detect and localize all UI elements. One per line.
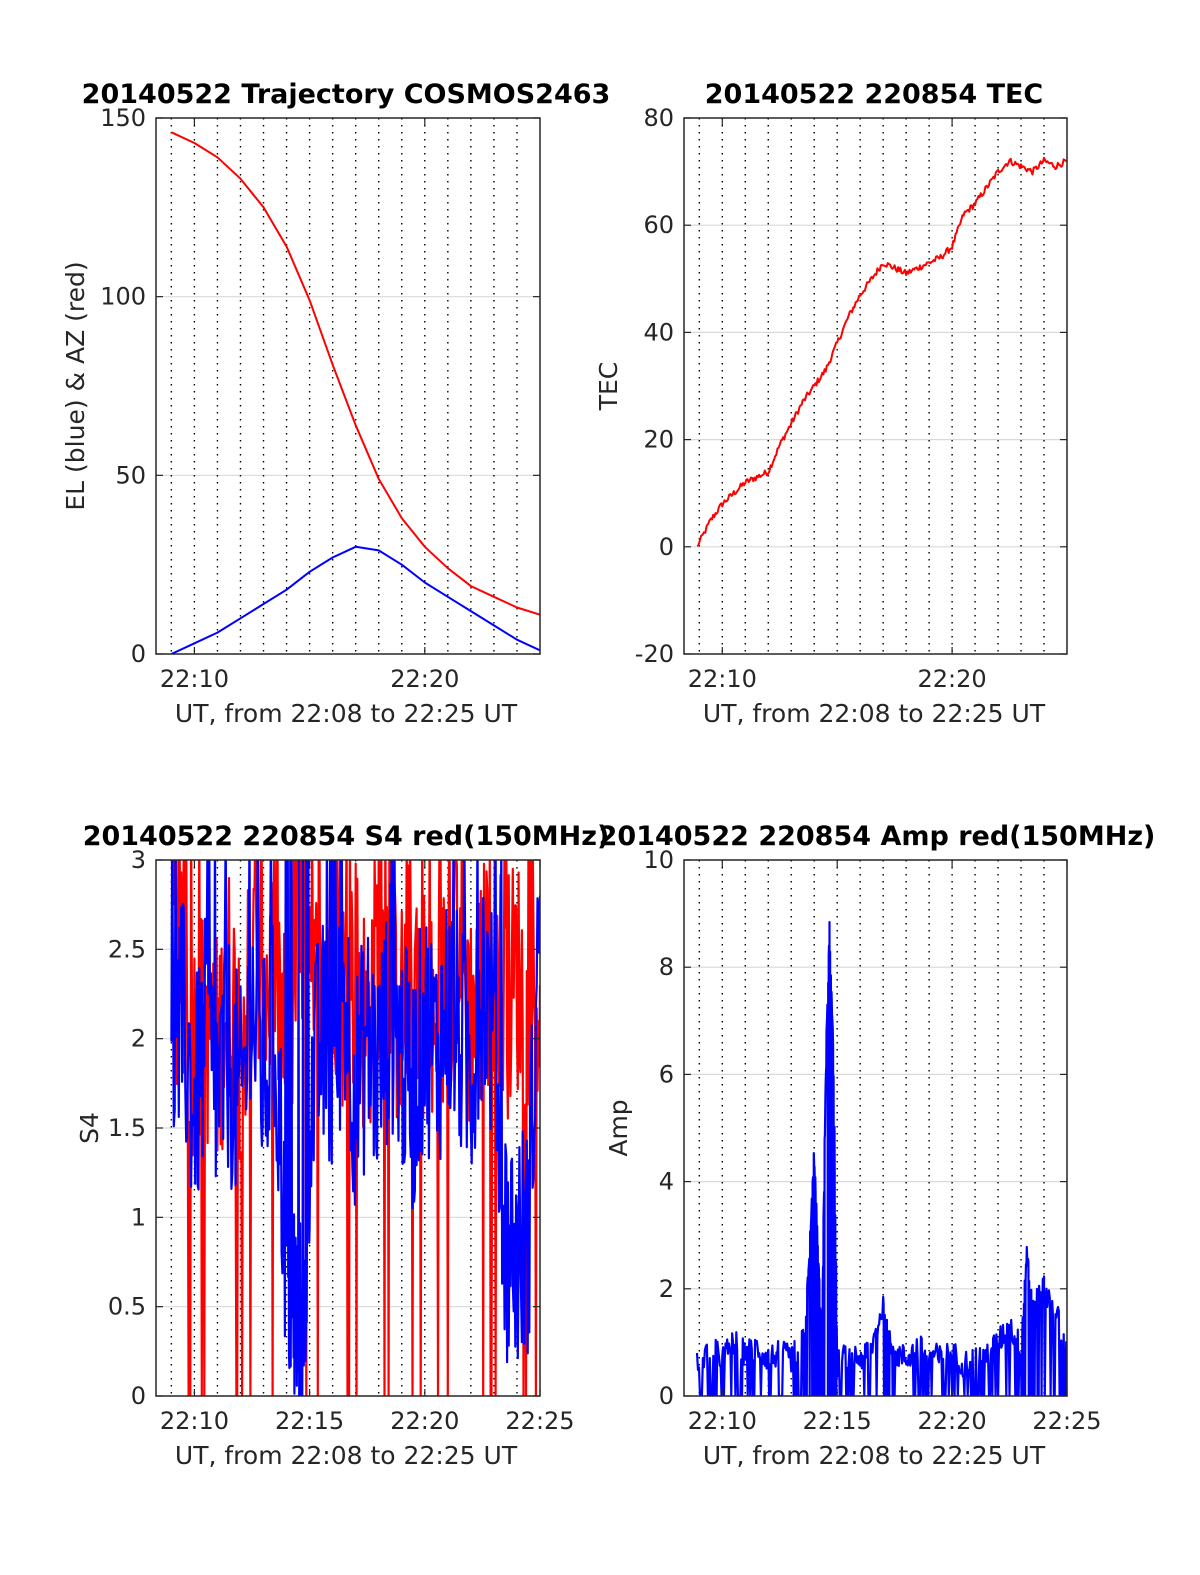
panel-tec-xlabel: UT, from 22:08 to 22:25 UT — [703, 699, 1046, 728]
x-tick-label: 22:10 — [160, 665, 229, 693]
series-line-trajectory-0 — [170, 131, 540, 616]
series-line-trajectory-1 — [170, 545, 540, 654]
axes-box — [155, 117, 541, 655]
panel-tec-ylabel: TEC — [594, 362, 623, 412]
series-line-tec-0 — [696, 156, 1067, 547]
y-tick-label: 4 — [659, 1168, 674, 1196]
axes-box — [683, 859, 1068, 1397]
y-tick-label: 0.5 — [108, 1293, 146, 1321]
series-line-s4-1 — [170, 860, 540, 1396]
y-tick-label: 50 — [115, 461, 146, 489]
series-group-trajectory — [170, 131, 540, 654]
x-tick-label: 22:20 — [390, 665, 459, 693]
y-tick-label: 40 — [643, 318, 674, 346]
panel-amp-xlabel: UT, from 22:08 to 22:25 UT — [703, 1441, 1046, 1470]
panel-s4-xlabel: UT, from 22:08 to 22:25 UT — [175, 1441, 518, 1470]
y-tick-label: 60 — [643, 211, 674, 239]
y-tick-label: 80 — [643, 104, 674, 132]
panel-amp-title: 20140522 220854 Amp red(150MHz) — [599, 821, 1156, 852]
panel-amp-ylabel: Amp — [604, 1099, 633, 1156]
x-tick-label: 22:25 — [505, 1407, 574, 1435]
panel-amp: 20140522 220854 Amp red(150MHz) UT, from… — [599, 821, 1156, 1470]
x-tick-label: 22:20 — [390, 1407, 459, 1435]
x-tick-label: 22:15 — [275, 1407, 344, 1435]
panel-s4-ylabel: S4 — [75, 1112, 104, 1144]
plot-s4: 0 0.5 1 1.5 2 2.5 3 22:10 22:15 22:20 22:25 — [108, 846, 575, 1435]
y-tick-label: 6 — [659, 1060, 674, 1088]
x-tick-label: 22:20 — [918, 1407, 987, 1435]
panel-s4-title: 20140522 220854 S4 red(150MHz) — [83, 821, 610, 852]
y-tick-label: 3 — [131, 846, 146, 874]
panel-trajectory-ylabel: EL (blue) & AZ (red) — [61, 261, 90, 510]
x-tick-label: 22:10 — [688, 1407, 757, 1435]
x-tick-label: 22:20 — [918, 665, 987, 693]
y-tick-label: 8 — [659, 953, 674, 981]
x-tick-label: 22:25 — [1032, 1407, 1101, 1435]
series-group-tec — [696, 156, 1067, 547]
y-tick-label: -20 — [635, 640, 674, 668]
panel-trajectory: 20140522 Trajectory COSMOS2463 UT, from … — [61, 79, 610, 728]
y-tick-label: 0 — [131, 1382, 146, 1410]
x-tick-label: 22:10 — [688, 665, 757, 693]
panel-tec-title: 20140522 220854 TEC — [705, 79, 1044, 110]
x-tick-label: 22:10 — [160, 1407, 229, 1435]
panel-trajectory-title: 20140522 Trajectory COSMOS2463 — [82, 79, 611, 110]
y-tick-label: 150 — [100, 104, 146, 132]
y-tick-label: 20 — [643, 426, 674, 454]
axes-box — [683, 117, 1068, 655]
y-tick-label: 2.5 — [108, 935, 146, 963]
panel-tec: 20140522 220854 TEC UT, from 22:08 to 22… — [594, 79, 1046, 728]
y-tick-label: 10 — [643, 846, 674, 874]
x-tick-label: 22:15 — [803, 1407, 872, 1435]
y-tick-label: 2 — [659, 1275, 674, 1303]
plot-trajectory: 0 50 100 150 22:10 22:20 — [100, 104, 541, 693]
series-group-amp — [695, 921, 1067, 1396]
y-tick-label: 100 — [100, 283, 146, 311]
y-tick-label: 0 — [659, 533, 674, 561]
panel-s4: 20140522 220854 S4 red(150MHz) UT, from … — [75, 821, 609, 1470]
y-tick-label: 0 — [131, 640, 146, 668]
plot-tec: -20 0 20 40 60 80 22:10 22:20 — [635, 104, 1068, 693]
series-group-s4 — [170, 860, 540, 1396]
y-tick-label: 2 — [131, 1025, 146, 1053]
y-tick-label: 1.5 — [108, 1114, 146, 1142]
y-tick-label: 1 — [131, 1203, 146, 1231]
series-line-amp-0 — [695, 921, 1067, 1396]
y-tick-label: 0 — [659, 1382, 674, 1410]
panel-trajectory-xlabel: UT, from 22:08 to 22:25 UT — [175, 699, 518, 728]
plot-amp: 0 2 4 6 8 10 22:10 22:15 22:20 22:25 — [643, 846, 1101, 1435]
